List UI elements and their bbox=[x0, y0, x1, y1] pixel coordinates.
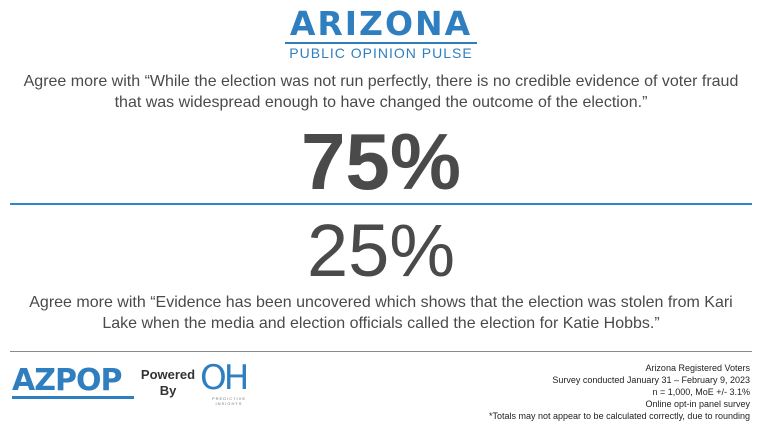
top-percent: 75% bbox=[300, 117, 462, 206]
blue-divider bbox=[10, 203, 752, 205]
arizona-public-opinion-pulse-logo: ARIZONA PUBLIC OPINION PULSE bbox=[0, 6, 762, 62]
logo-subtitle-rule: PUBLIC OPINION PULSE bbox=[285, 42, 477, 62]
logo-subtitle: PUBLIC OPINION PULSE bbox=[289, 45, 473, 61]
footer-divider bbox=[10, 351, 752, 352]
top-statement: Agree more with “While the election was … bbox=[23, 73, 739, 111]
azpop-logo-text: AZPOP bbox=[12, 363, 122, 398]
azpop-logo: AZPOP bbox=[12, 365, 134, 401]
bottom-statement: Agree more with “Evidence has been uncov… bbox=[29, 294, 733, 332]
oh-logo-subtitle: PREDICTIVE INSIGHTS bbox=[211, 396, 246, 406]
powered-by-label: Powered By bbox=[140, 367, 196, 398]
logo-title: ARIZONA bbox=[289, 4, 473, 43]
footnote-line: Online opt-in panel survey bbox=[645, 399, 750, 409]
oh-predictive-insights-logo: OH PREDICTIVE INSIGHTS bbox=[200, 360, 258, 410]
footnote-line: Survey conducted January 31 – February 9… bbox=[552, 375, 750, 385]
azpop-logo-underline bbox=[12, 396, 134, 399]
footnote-line: n = 1,000, MoE +/- 3.1% bbox=[652, 387, 750, 397]
bottom-percent: 25% bbox=[306, 209, 456, 292]
footnote-line: *Totals may not appear to be calculated … bbox=[489, 411, 750, 421]
survey-footnote: Arizona Registered Voters Survey conduct… bbox=[489, 362, 750, 422]
footnote-line: Arizona Registered Voters bbox=[645, 363, 750, 373]
oh-logo-text: OH bbox=[200, 358, 249, 398]
